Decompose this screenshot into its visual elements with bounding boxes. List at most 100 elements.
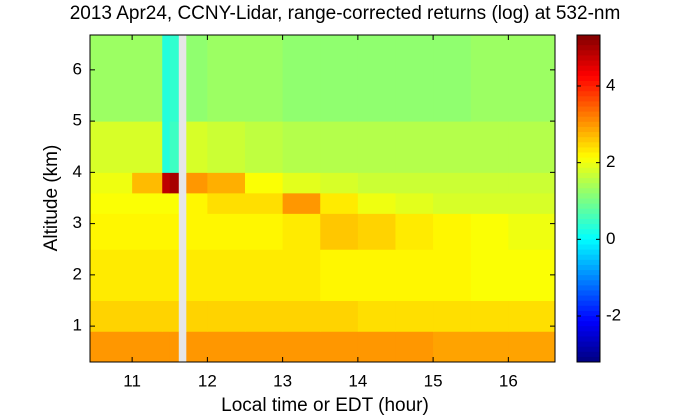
heat-cell (178, 331, 187, 363)
colorbar-segment (577, 188, 600, 194)
heat-cell (395, 35, 434, 122)
colorbar-segment (577, 280, 600, 286)
heat-cell (357, 249, 396, 301)
heat-cell (282, 213, 321, 250)
heat-cell (282, 331, 321, 363)
colorbar-tick-label: 2 (606, 152, 615, 171)
colorbar-segment (577, 264, 600, 271)
heat-cell (245, 121, 284, 173)
heat-cell (357, 213, 396, 250)
heat-cell (395, 121, 434, 173)
heat-cell (186, 121, 208, 173)
heat-cell (245, 331, 284, 363)
colorbar-segment (577, 55, 600, 62)
heat-cell (186, 35, 208, 122)
heat-cell (282, 121, 321, 173)
colorbar-segment (577, 213, 600, 220)
heat-cell (186, 172, 208, 194)
heat-cell (470, 192, 509, 214)
colorbar-frame (576, 34, 601, 363)
heat-cell (132, 213, 163, 250)
heat-cell (207, 121, 246, 173)
heat-cell (90, 192, 133, 214)
colorbar-segment (577, 300, 600, 307)
heat-cell (169, 121, 180, 173)
heat-cell (169, 192, 180, 214)
colorbar-segment (577, 321, 600, 327)
heat-cell (395, 249, 434, 301)
heat-cell (207, 192, 246, 214)
colorbar-segment (577, 142, 600, 148)
heat-cell (132, 192, 163, 214)
heat-cell (357, 331, 396, 363)
heat-cell (207, 172, 246, 194)
colorbar-segment (577, 244, 600, 251)
colorbar-tick-label: 4 (606, 75, 615, 94)
colorbar-segment (577, 167, 600, 174)
colorbar-segment (577, 356, 600, 363)
heat-cell (162, 300, 171, 332)
colorbar-segment (577, 239, 600, 245)
colorbar-segment (577, 234, 600, 240)
heat-cell (90, 121, 133, 173)
x-tick-label: 14 (348, 371, 367, 390)
heat-cell (470, 121, 509, 173)
colorbar-segment (577, 351, 600, 358)
heat-cell (90, 172, 133, 194)
heat-cell (186, 213, 208, 250)
colorbar-segment (577, 137, 600, 143)
colorbar-segment (577, 259, 600, 266)
x-tick-label: 16 (499, 371, 518, 390)
x-tick-label: 12 (198, 371, 217, 390)
heat-cell (169, 331, 180, 363)
heat-cell (245, 172, 284, 194)
heat-cell (186, 300, 208, 332)
heat-cell (470, 35, 509, 122)
x-tick-label: 11 (123, 371, 141, 390)
colorbar-segment (577, 45, 600, 51)
heat-cell (132, 249, 163, 301)
y-tick-label: 1 (73, 316, 82, 335)
heat-cell (508, 192, 556, 214)
y-axis-label: Altitude (km) (41, 145, 62, 252)
heat-cell (132, 300, 163, 332)
heat-cell (178, 249, 187, 301)
colorbar-tick-label: -2 (606, 305, 621, 324)
heat-cell (357, 172, 396, 194)
heat-cell (433, 192, 472, 214)
heat-cell (207, 249, 246, 301)
colorbar-segment (577, 116, 600, 123)
colorbar-segment (577, 70, 600, 77)
heat-cell (320, 172, 359, 194)
colorbar-segment (577, 341, 600, 348)
colorbar-segment (577, 305, 600, 312)
heat-cell (178, 300, 187, 332)
heat-cell (132, 121, 163, 173)
heat-cell (357, 35, 396, 122)
colorbar-segment (577, 101, 600, 108)
colorbar-segment (577, 249, 600, 256)
heat-cell (470, 300, 509, 332)
heat-cell (320, 192, 359, 214)
colorbar-segment (577, 172, 600, 179)
heat-cell (90, 249, 133, 301)
heat-cell (245, 300, 284, 332)
heat-cell (508, 249, 556, 301)
heat-cell (207, 300, 246, 332)
heat-cell (433, 249, 472, 301)
heat-cell (433, 35, 472, 122)
colorbar-segment (577, 40, 600, 46)
heat-cell (395, 331, 434, 363)
heat-cell (395, 213, 434, 250)
heat-cell (178, 121, 187, 173)
colorbar-segment (577, 75, 600, 82)
heat-cell (90, 331, 133, 363)
colorbar-segment (577, 50, 600, 56)
heat-cell (433, 300, 472, 332)
heat-cell (433, 172, 472, 194)
colorbar-segment (577, 224, 600, 230)
x-axis-label: Local time or EDT (hour) (221, 395, 429, 416)
heat-cell (282, 35, 321, 122)
colorbar-segment (577, 152, 600, 159)
colorbar-segment (577, 326, 600, 332)
